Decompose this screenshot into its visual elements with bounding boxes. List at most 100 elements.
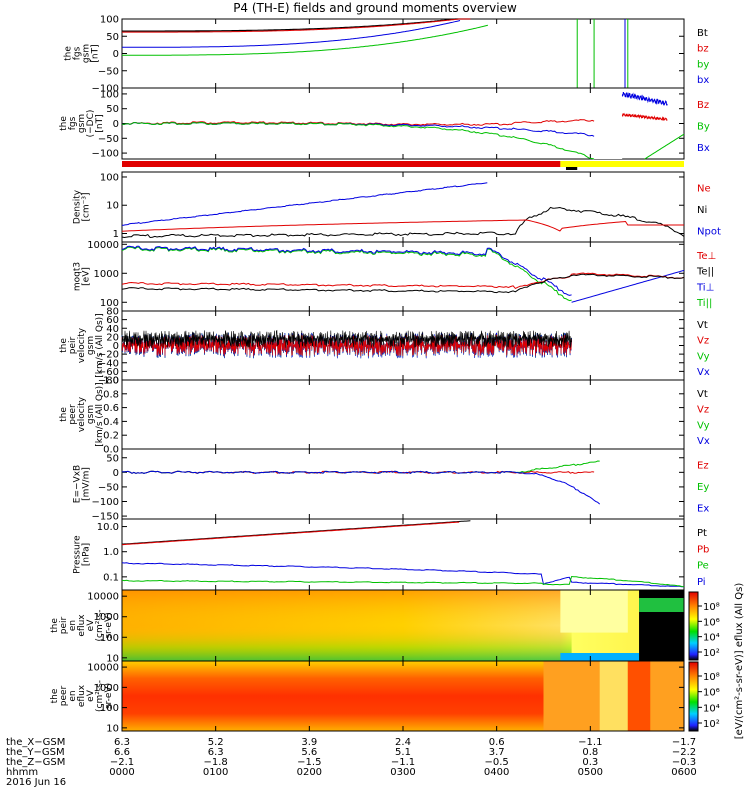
ylabel-peer_vel: the peer velocity gsm [km/s (All Qs)] xyxy=(59,382,105,446)
series-By-late xyxy=(644,133,685,160)
footer-value: 0000 xyxy=(109,767,135,778)
ytick-label: 1 xyxy=(113,229,119,240)
legend-fgs_dc-0: Bz xyxy=(697,100,709,111)
series-Teperp xyxy=(121,272,685,290)
ylabel-temp: moqt3 [eV] xyxy=(73,262,92,291)
ytick-label: 0 xyxy=(113,119,119,130)
footer-value: 0500 xyxy=(577,767,604,778)
ytick-label: 0.2 xyxy=(103,431,119,442)
footer-value: 0100 xyxy=(202,767,229,778)
data-gap xyxy=(594,138,623,159)
ylabel-peir_spec: the peir en eflux eV (cm²-s-sr-eV) xyxy=(50,609,114,641)
footer-row: the_Y−GSM 6.6 6.3 5.6 5.1 3.7 0.8 −2.2 xyxy=(0,748,750,758)
ytick-label: −150 xyxy=(92,512,119,523)
series-Tepar xyxy=(121,273,685,294)
footer-row-label: the_X−GSM xyxy=(6,737,66,748)
ylabel-line: peer xyxy=(68,404,78,425)
ytick-label: 10 xyxy=(106,653,119,664)
ephemeris-footer: the_X−GSM 6.3 5.2 3.9 2.4 0.6 −1.1 −1.7 the_Y−GS… xyxy=(0,738,750,800)
legend-pressure-3: Pi xyxy=(697,577,706,588)
series-Tipar xyxy=(121,246,572,302)
ylabel-line: moqt3 xyxy=(73,262,83,291)
series-Tiperp-late xyxy=(571,269,685,303)
ylabel-line: [nT] xyxy=(95,114,105,132)
series-Tiperp xyxy=(121,245,572,296)
footer-value: −1.1 xyxy=(578,737,603,748)
series-Pe xyxy=(121,575,685,588)
legend-temp-2: Ti⊥ xyxy=(696,282,714,293)
legend-temp-3: Ti|| xyxy=(696,298,712,309)
ylabel-line: eV xyxy=(86,619,96,632)
footer-value: 5.6 xyxy=(301,747,318,758)
legend-pressure-2: Pe xyxy=(697,561,709,572)
legend-peer_vel-1: Vz xyxy=(697,405,709,416)
series-Pb xyxy=(121,521,460,546)
ytick-label: 1.0 xyxy=(103,547,119,558)
ylabel-line: sr-eV) xyxy=(104,612,114,638)
ylabel-fgs: the fgs gsm [nT] xyxy=(64,44,101,63)
footer-value: −0.3 xyxy=(671,757,697,768)
ytick-label: 10 xyxy=(106,201,119,212)
legend-fgs-2: by xyxy=(697,59,709,70)
panel-frame xyxy=(121,448,685,520)
legend-fgs_dc-1: By xyxy=(697,122,710,133)
panel-temp: 10000 1000 100 moqt3 [eV] Te⊥ Te|| Ti⊥ Ti|| xyxy=(73,240,716,312)
legend-temp-0: Te⊥ xyxy=(696,251,716,262)
panel-pressure: 10.0 1.0 0.1 Pressure [nPa] Pt Pb Pe Pi xyxy=(73,518,709,591)
series-Bz-late xyxy=(621,112,668,121)
colorbar-label: [eV/(cm²-s-sr-eV)] eflux (All Qs) xyxy=(734,583,745,740)
ytick-label: 1.0 xyxy=(103,376,119,387)
footer-row-label: the_Z−GSM xyxy=(6,757,66,768)
ylabel-line: the xyxy=(50,688,60,703)
ylabel-line: eflux xyxy=(77,614,87,637)
colorbar-tick-label: 10⁸ xyxy=(703,672,720,683)
ytick-label: 1000 xyxy=(94,683,119,694)
series-Ex xyxy=(121,470,601,505)
panel-peer_spec: 10000 1000 100 10 the peer en eflux eV (cm²-s-sr-… xyxy=(50,660,685,734)
ylabel-line: the xyxy=(50,618,60,633)
footer-value: 0.3 xyxy=(582,757,599,768)
ytick-label: −50 xyxy=(98,134,119,145)
footer-value: 0.6 xyxy=(488,737,505,748)
ytick-label: 0 xyxy=(113,468,119,479)
series-Vt xyxy=(121,329,572,348)
ylabel-line: velocity xyxy=(77,327,87,363)
ytick-label: 80 xyxy=(106,307,119,318)
legend-fgs_dc-2: Bx xyxy=(697,143,710,154)
colorbar-peer xyxy=(688,661,699,732)
colorbar-tick-label: 10⁶ xyxy=(703,617,720,628)
panel-frame xyxy=(121,171,685,243)
ytick-label: 10000 xyxy=(87,592,119,603)
ylabel-line: gsm xyxy=(86,336,96,355)
legend-pressure-0: Pt xyxy=(697,528,707,539)
ylabel-line: the xyxy=(59,116,69,131)
footer-row: hhmm 0000 0100 0200 0300 0400 0500 0600 xyxy=(0,768,750,778)
ylabel-line: Pressure xyxy=(73,535,83,574)
series-Vx xyxy=(121,332,572,359)
spectrogram-peir-bright xyxy=(560,590,628,633)
legend-density-2: Npot xyxy=(697,226,721,237)
legend-peir_vel-2: Vy xyxy=(697,351,710,362)
footer-value: 6.3 xyxy=(207,747,224,758)
ytick-label: 0 xyxy=(113,49,119,60)
ytick-label: 100 xyxy=(100,89,119,100)
panel-frame xyxy=(121,518,685,591)
mode-bar xyxy=(122,161,684,170)
colorbars-group: 10⁸ 10⁶ 10⁴ 10² 10⁸ 10⁶ 10⁴ 10² [eV/(cm²-s-sr-eV… xyxy=(688,583,745,740)
colorbar-tick-label: 10⁴ xyxy=(703,633,720,644)
ylabel-line: [mV/m] xyxy=(82,467,92,501)
series-Ni xyxy=(121,206,685,239)
ytick-label: 1000 xyxy=(94,612,119,623)
ylabel-density: Density [cm⁻³] xyxy=(73,189,92,224)
ylabel-peer_spec: the peer en eflux eV (cm²-s-sr-eV) xyxy=(50,680,114,712)
footer-value: −1.7 xyxy=(671,737,697,748)
footer-value: 5.1 xyxy=(395,747,411,758)
footer-value: 0400 xyxy=(483,767,510,778)
footer-value: −1.5 xyxy=(297,757,322,768)
ytick-label: 50 xyxy=(106,32,119,43)
ylabel-line: peer xyxy=(59,685,69,706)
ylabel-line: the xyxy=(59,407,69,422)
